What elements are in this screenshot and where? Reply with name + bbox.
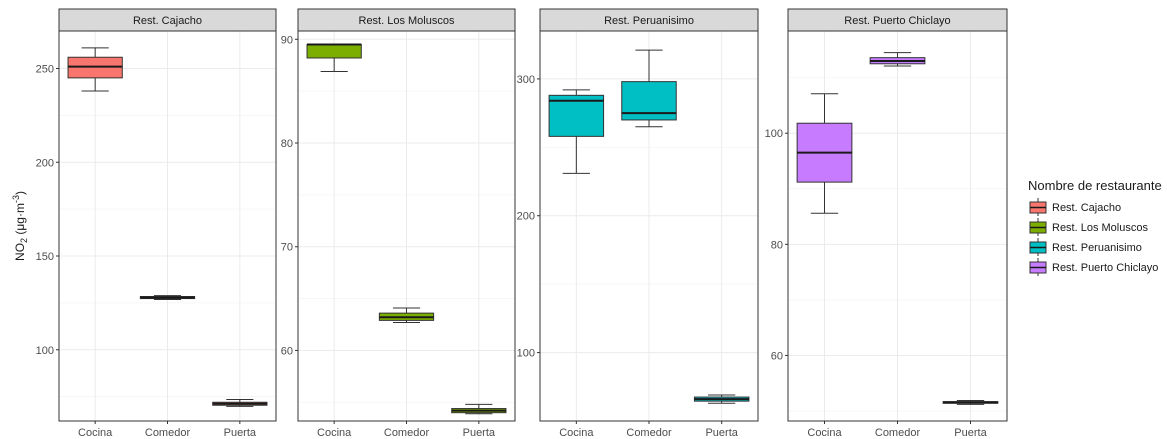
y-tick-label: 90 <box>281 34 293 46</box>
y-tick-label: 60 <box>771 350 783 362</box>
x-tick-label: Puerta <box>463 427 496 439</box>
legend-item-label: Rest. Puerto Chiclayo <box>1052 262 1158 274</box>
facet-title: Rest. Peruanisimo <box>604 15 694 27</box>
x-tick-label: Comedor <box>145 427 191 439</box>
box-iqr <box>306 43 362 59</box>
y-tick-label: 70 <box>281 242 293 254</box>
facet-title: Rest. Puerto Chiclayo <box>844 15 950 27</box>
box-iqr <box>548 94 605 137</box>
legend-title: Nombre de restaurante <box>1028 178 1162 193</box>
x-tick-label: Cocina <box>807 427 842 439</box>
box-comedor <box>139 295 196 300</box>
y-tick-label: 80 <box>281 138 293 150</box>
y-tick-label: 80 <box>771 239 783 251</box>
box-cocina <box>548 89 605 174</box>
y-tick-label: 300 <box>517 74 535 86</box>
facet-title: Rest. Cajacho <box>133 15 202 27</box>
y-label-main: NO <box>13 243 27 261</box>
box-puerta <box>451 403 507 415</box>
x-tick-label: Puerta <box>954 427 987 439</box>
panel-rest-los-moluscos: Rest. Los Moluscos 60 70 80 90 Cocina Comedor P… <box>281 8 516 439</box>
box-puerta <box>212 398 268 407</box>
y-tick-label: 60 <box>281 345 293 357</box>
y-label-subscript: 2 <box>19 238 29 243</box>
x-tick-label: Puerta <box>224 427 257 439</box>
panel-rest-cajacho: Rest. Cajacho 100 150 200 250 Cocina Comedor Pu… <box>36 8 277 439</box>
y-tick-label: 100 <box>765 128 783 140</box>
legend-items: Rest. Cajacho Rest. Los Moluscos Rest. Per… <box>1029 198 1158 276</box>
box-puerta <box>942 399 999 405</box>
y-tick-label: 200 <box>517 211 535 223</box>
y-label-superscript: -3 <box>11 195 21 203</box>
y-tick-label: 250 <box>36 64 54 76</box>
y-label-unit-close: ) <box>13 191 27 195</box>
x-tick-label: Comedor <box>875 427 921 439</box>
box-puerta <box>693 394 750 404</box>
box-comedor <box>869 52 926 67</box>
y-tick-label: 100 <box>36 345 54 357</box>
x-tick-label: Cocina <box>559 427 594 439</box>
box-comedor <box>378 307 435 323</box>
box-comedor <box>621 49 677 128</box>
legend-item-rest-puerto-chiclayo: Rest. Puerto Chiclayo <box>1029 258 1158 276</box>
panel-rest-peruanisimo: Rest. Peruanisimo 100 200 300 Cocina Comedor P… <box>517 8 759 439</box>
x-tick-label: Cocina <box>78 427 113 439</box>
x-tick-label: Comedor <box>384 427 430 439</box>
legend-item-label: Rest. Los Moluscos <box>1052 222 1148 234</box>
box-cocina <box>796 93 853 214</box>
x-tick-label: Puerta <box>705 427 738 439</box>
x-tick-label: Comedor <box>626 427 672 439</box>
box-cocina <box>67 47 123 92</box>
y-tick-label: 200 <box>36 157 54 169</box>
x-tick-label: Cocina <box>317 427 352 439</box>
panel-rest-puerto-chiclayo: Rest. Puerto Chiclayo 60 80 100 Cocina Comedo… <box>765 8 1008 439</box>
y-tick-label: 150 <box>36 251 54 263</box>
y-axis-label: NO2 (μg·m-3) <box>11 191 29 261</box>
legend-item-rest-peruanisimo: Rest. Peruanisimo <box>1029 238 1142 256</box>
legend: Nombre de restaurante Rest. CajachoRest.… <box>1028 178 1162 276</box>
facet-panels: Rest. Cajacho 100 150 200 250 Cocina Comedor Pu… <box>36 8 1008 439</box>
legend-item-rest-cajacho: Rest. Cajacho <box>1029 198 1121 216</box>
box-iqr <box>621 81 677 121</box>
legend-item-label: Rest. Peruanisimo <box>1052 242 1142 254</box>
box-cocina <box>306 43 362 72</box>
y-tick-label: 100 <box>517 348 535 360</box>
legend-item-label: Rest. Cajacho <box>1052 202 1121 214</box>
y-label-unit-open: (μg·m <box>13 203 27 235</box>
legend-item-rest-los-moluscos: Rest. Los Moluscos <box>1029 218 1148 236</box>
facet-title: Rest. Los Moluscos <box>359 15 455 27</box>
